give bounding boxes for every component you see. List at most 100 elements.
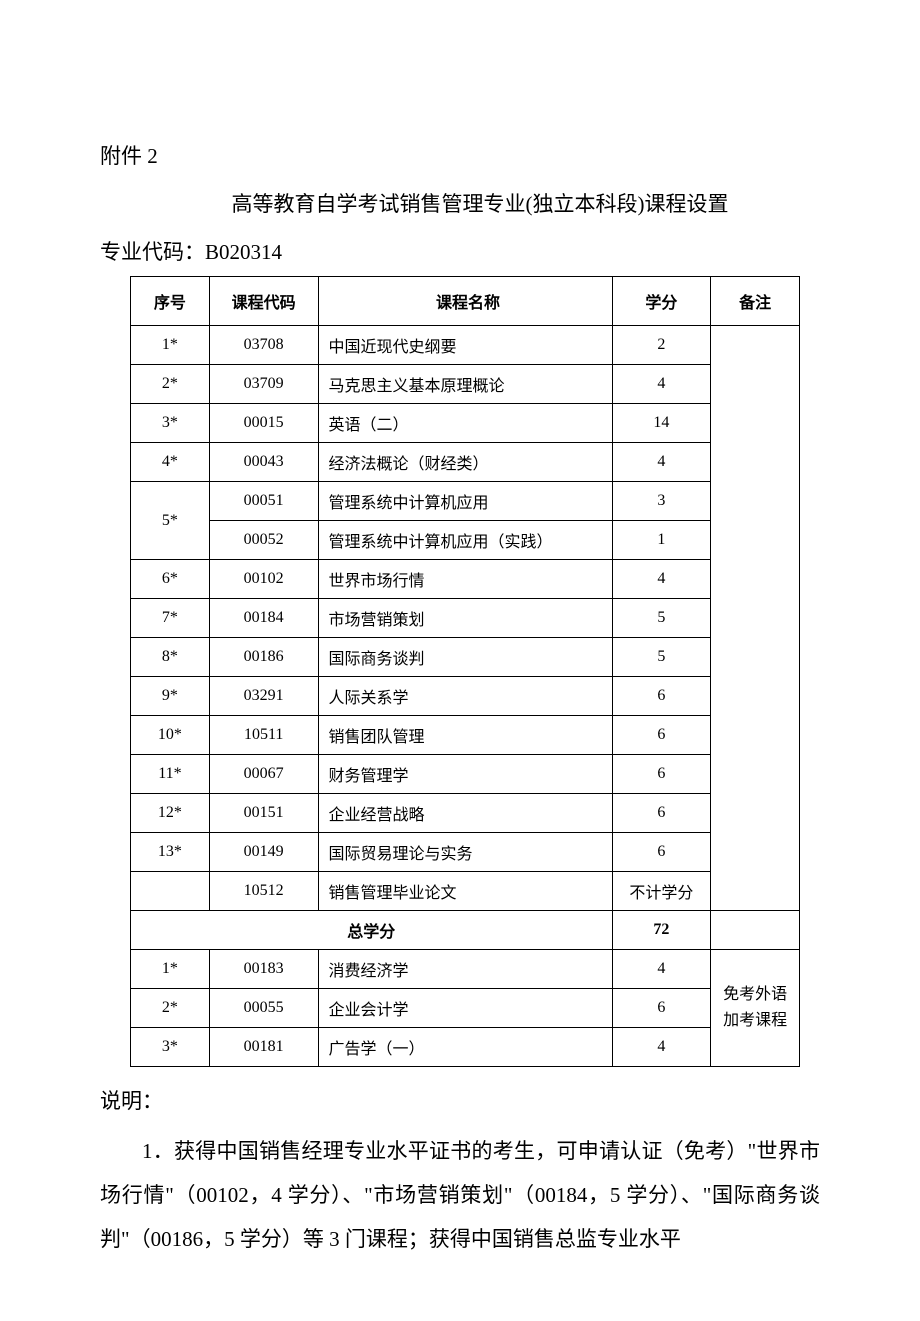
cell-code: 00051 [209, 482, 318, 521]
table-row: 10512 销售管理毕业论文 不计学分 [131, 872, 800, 911]
cell-credit: 14 [612, 404, 711, 443]
cell-name: 财务管理学 [318, 755, 612, 794]
table-row: 2* 00055 企业会计学 6 [131, 989, 800, 1028]
cell-code: 00015 [209, 404, 318, 443]
cell-credit: 6 [612, 716, 711, 755]
cell-name: 经济法概论（财经类） [318, 443, 612, 482]
cell-code: 00055 [209, 989, 318, 1028]
cell-code: 10512 [209, 872, 318, 911]
cell-code: 10511 [209, 716, 318, 755]
cell-name: 人际关系学 [318, 677, 612, 716]
table-row: 3* 00015 英语（二） 14 [131, 404, 800, 443]
header-seq: 序号 [131, 277, 210, 326]
cell-seq: 4* [131, 443, 210, 482]
cell-credit: 2 [612, 326, 711, 365]
table-row: 4* 00043 经济法概论（财经类） 4 [131, 443, 800, 482]
table-row: 7* 00184 市场营销策划 5 [131, 599, 800, 638]
attachment-label: 附件 2 [100, 140, 820, 170]
header-name: 课程名称 [318, 277, 612, 326]
cell-credit: 5 [612, 638, 711, 677]
header-credit: 学分 [612, 277, 711, 326]
cell-code: 00067 [209, 755, 318, 794]
cell-name: 广告学（一） [318, 1028, 612, 1067]
table-row: 6* 00102 世界市场行情 4 [131, 560, 800, 599]
cell-name: 管理系统中计算机应用（实践） [318, 521, 612, 560]
document-page: 附件 2 高等教育自学考试销售管理专业(独立本科段)课程设置 专业代码：B020… [0, 0, 920, 1321]
cell-credit: 6 [612, 833, 711, 872]
cell-name: 管理系统中计算机应用 [318, 482, 612, 521]
cell-code: 00052 [209, 521, 318, 560]
total-credit: 72 [612, 911, 711, 950]
cell-seq: 8* [131, 638, 210, 677]
cell-seq: 12* [131, 794, 210, 833]
cell-credit: 4 [612, 560, 711, 599]
explain-paragraph: 1．获得中国销售经理专业水平证书的考生，可申请认证（免考）"世界市场行情"（00… [100, 1129, 820, 1261]
table-row: 1* 03708 中国近现代史纲要 2 [131, 326, 800, 365]
cell-credit: 4 [612, 950, 711, 989]
cell-name: 市场营销策划 [318, 599, 612, 638]
major-code: 专业代码：B020314 [100, 236, 820, 266]
cell-name: 企业会计学 [318, 989, 612, 1028]
cell-code: 00151 [209, 794, 318, 833]
cell-code: 00181 [209, 1028, 318, 1067]
page-title: 高等教育自学考试销售管理专业(独立本科段)课程设置 [100, 188, 820, 218]
cell-credit: 4 [612, 1028, 711, 1067]
cell-code: 00186 [209, 638, 318, 677]
cell-credit: 1 [612, 521, 711, 560]
cell-code: 03708 [209, 326, 318, 365]
cell-seq: 10* [131, 716, 210, 755]
table-row: 2* 03709 马克思主义基本原理概论 4 [131, 365, 800, 404]
total-note-empty [711, 911, 800, 950]
cell-seq: 9* [131, 677, 210, 716]
cell-code: 00102 [209, 560, 318, 599]
cell-code: 03709 [209, 365, 318, 404]
cell-name: 企业经营战略 [318, 794, 612, 833]
cell-credit: 4 [612, 365, 711, 404]
explain-heading: 说明： [100, 1085, 820, 1115]
cell-name: 马克思主义基本原理概论 [318, 365, 612, 404]
cell-seq: 11* [131, 755, 210, 794]
table-row: 1* 00183 消费经济学 4 免考外语加考课程 [131, 950, 800, 989]
cell-credit: 6 [612, 794, 711, 833]
table-row: 10* 10511 销售团队管理 6 [131, 716, 800, 755]
table-row: 13* 00149 国际贸易理论与实务 6 [131, 833, 800, 872]
cell-name: 消费经济学 [318, 950, 612, 989]
cell-name: 销售团队管理 [318, 716, 612, 755]
cell-credit: 6 [612, 989, 711, 1028]
cell-credit: 不计学分 [612, 872, 711, 911]
table-row: 12* 00151 企业经营战略 6 [131, 794, 800, 833]
table-total-row: 总学分 72 [131, 911, 800, 950]
cell-name: 世界市场行情 [318, 560, 612, 599]
cell-credit: 5 [612, 599, 711, 638]
cell-credit: 6 [612, 755, 711, 794]
cell-seq: 2* [131, 365, 210, 404]
header-code: 课程代码 [209, 277, 318, 326]
extra-note: 免考外语加考课程 [711, 950, 800, 1067]
cell-seq: 1* [131, 326, 210, 365]
table-header-row: 序号 课程代码 课程名称 学分 备注 [131, 277, 800, 326]
cell-seq [131, 872, 210, 911]
cell-seq: 2* [131, 989, 210, 1028]
table-row: 8* 00186 国际商务谈判 5 [131, 638, 800, 677]
cell-seq: 5* [131, 482, 210, 560]
cell-seq: 1* [131, 950, 210, 989]
table-row: 11* 00067 财务管理学 6 [131, 755, 800, 794]
cell-name: 中国近现代史纲要 [318, 326, 612, 365]
cell-credit: 6 [612, 677, 711, 716]
cell-note-empty [711, 326, 800, 911]
cell-code: 00149 [209, 833, 318, 872]
cell-name: 销售管理毕业论文 [318, 872, 612, 911]
cell-code: 00043 [209, 443, 318, 482]
cell-name: 国际贸易理论与实务 [318, 833, 612, 872]
table-row: 9* 03291 人际关系学 6 [131, 677, 800, 716]
cell-name: 国际商务谈判 [318, 638, 612, 677]
cell-code: 00184 [209, 599, 318, 638]
cell-credit: 3 [612, 482, 711, 521]
cell-credit: 4 [612, 443, 711, 482]
cell-name: 英语（二） [318, 404, 612, 443]
cell-code: 03291 [209, 677, 318, 716]
cell-seq: 3* [131, 1028, 210, 1067]
cell-seq: 13* [131, 833, 210, 872]
cell-seq: 3* [131, 404, 210, 443]
course-table: 序号 课程代码 课程名称 学分 备注 1* 03708 中国近现代史纲要 2 2… [130, 276, 800, 1067]
